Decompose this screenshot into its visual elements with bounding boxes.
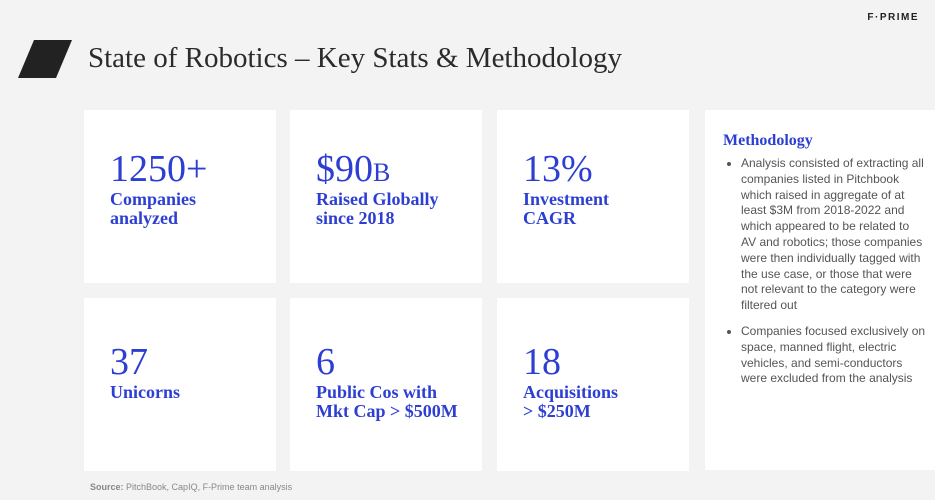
stat-value: 6	[316, 343, 335, 381]
stat-label-line: Investment	[523, 189, 609, 209]
stat-card: 6 Public Cos with Mkt Cap > $500M	[290, 298, 482, 471]
stat-number: 18	[523, 341, 561, 383]
stat-label: Acquisitions > $250M	[523, 383, 618, 421]
stat-label-line: Companies	[110, 189, 197, 209]
stat-card: 37 Unicorns	[84, 298, 276, 471]
stat-value: 18	[523, 343, 561, 381]
title: State of Robotics – Key Stats & Methodol…	[88, 42, 623, 74]
stat-label: Companies analyzed	[110, 190, 196, 228]
methodology-list: Analysis consisted of extracting all com…	[723, 156, 926, 397]
logo: F·PRIME	[867, 12, 919, 23]
stat-label-line: Mkt Cap > $500M	[316, 401, 458, 421]
stat-label-line: CAGR	[523, 208, 576, 228]
stat-card: 18 Acquisitions > $250M	[497, 298, 689, 471]
stat-card: $90B Raised Globally since 2018	[290, 110, 482, 283]
stat-label-line: > $250M	[523, 401, 591, 421]
methodology-panel: Methodology Analysis consisted of extrac…	[705, 110, 935, 470]
stat-value: 37	[110, 343, 148, 381]
methodology-bullet: Analysis consisted of extracting all com…	[741, 156, 926, 314]
stat-label-line: analyzed	[110, 208, 179, 228]
source-label: Source:	[90, 482, 124, 492]
stat-label: Public Cos with Mkt Cap > $500M	[316, 383, 458, 421]
stat-number: $90	[316, 148, 373, 190]
stat-label: Unicorns	[110, 383, 180, 402]
methodology-title: Methodology	[723, 132, 813, 149]
stat-label-line: Acquisitions	[523, 382, 619, 402]
source: Source: PitchBook, CapIQ, F-Prime team a…	[90, 482, 292, 492]
source-text: PitchBook, CapIQ, F-Prime team analysis	[126, 482, 293, 492]
stat-label-line: Unicorns	[110, 382, 181, 402]
stat-number: 6	[316, 341, 335, 383]
stat-unit: B	[373, 158, 391, 187]
stat-number: 1250+	[110, 148, 208, 190]
stat-label-line: Raised Globally	[316, 189, 439, 209]
methodology-bullet: Companies focused exclusively on space, …	[741, 324, 926, 387]
stat-card: 1250+ Companies analyzed	[84, 110, 276, 283]
stat-value: $90B	[316, 150, 390, 188]
stat-label: Raised Globally since 2018	[316, 190, 439, 228]
logo-shape	[18, 40, 72, 78]
stat-number: 37	[110, 341, 148, 383]
stat-label-line: Public Cos with	[316, 382, 438, 402]
stat-value: 1250+	[110, 150, 207, 188]
stat-label: Investment CAGR	[523, 190, 609, 228]
stat-label-line: since 2018	[316, 208, 395, 228]
stat-number: 13%	[523, 148, 593, 190]
stat-value: 13%	[523, 150, 593, 188]
stat-card: 13% Investment CAGR	[497, 110, 689, 283]
